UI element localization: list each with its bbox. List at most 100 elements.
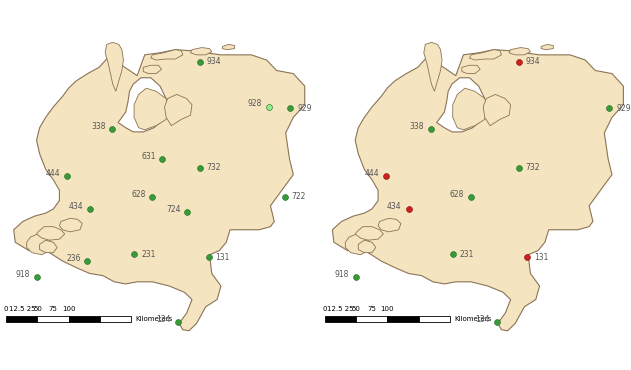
Point (522, 255, 533, 260)
Point (514, 165, 524, 171)
Polygon shape (378, 218, 401, 232)
Bar (325, 316, 356, 322)
Point (157, 157, 167, 162)
Polygon shape (165, 94, 192, 126)
Polygon shape (118, 78, 168, 132)
Text: 231: 231 (141, 250, 156, 259)
Text: 444: 444 (45, 169, 61, 178)
Text: 934: 934 (526, 57, 540, 66)
Text: 434: 434 (387, 202, 402, 211)
Point (285, 105, 295, 111)
Text: 631: 631 (141, 152, 156, 161)
Polygon shape (134, 88, 169, 130)
Point (492, 319, 502, 325)
Text: 722: 722 (292, 192, 306, 201)
Polygon shape (509, 48, 531, 55)
Polygon shape (469, 50, 502, 60)
Point (604, 105, 614, 111)
Point (195, 165, 205, 171)
Text: 134: 134 (475, 315, 490, 324)
Point (32, 274, 42, 280)
Polygon shape (143, 65, 162, 74)
Polygon shape (462, 65, 480, 74)
Point (85, 206, 95, 212)
Text: 732: 732 (526, 163, 540, 172)
Text: 732: 732 (207, 163, 221, 172)
Text: 338: 338 (410, 122, 424, 131)
Text: 628: 628 (450, 191, 464, 199)
Polygon shape (37, 227, 65, 240)
Polygon shape (437, 78, 487, 132)
Text: 50: 50 (351, 306, 360, 312)
Polygon shape (355, 227, 384, 240)
Text: 929: 929 (297, 104, 312, 113)
Bar (418, 316, 450, 322)
Polygon shape (40, 240, 57, 253)
Point (448, 251, 458, 257)
Text: 75: 75 (367, 306, 376, 312)
Text: 131: 131 (216, 253, 230, 262)
Polygon shape (14, 50, 305, 331)
Bar (100, 316, 131, 322)
Text: 338: 338 (91, 122, 105, 131)
Text: 928: 928 (247, 99, 262, 108)
Text: 724: 724 (166, 205, 180, 213)
Point (204, 255, 214, 260)
Bar (69, 316, 100, 322)
Text: 231: 231 (460, 250, 475, 259)
Bar (37, 316, 69, 322)
Point (280, 194, 290, 200)
Text: 918: 918 (334, 270, 349, 279)
Text: 50: 50 (33, 306, 42, 312)
Text: 628: 628 (131, 191, 146, 199)
Point (380, 173, 391, 179)
Polygon shape (345, 234, 370, 255)
Polygon shape (105, 42, 124, 91)
Polygon shape (191, 48, 212, 55)
Text: 100: 100 (380, 306, 394, 312)
Text: 236: 236 (66, 253, 81, 263)
Text: 134: 134 (156, 315, 171, 324)
Text: 12.5 25: 12.5 25 (9, 306, 35, 312)
Polygon shape (333, 50, 623, 331)
Point (182, 209, 192, 215)
Bar (356, 316, 387, 322)
Text: 100: 100 (62, 306, 76, 312)
Polygon shape (223, 44, 235, 50)
Point (129, 251, 139, 257)
Point (350, 274, 360, 280)
Point (173, 319, 183, 325)
Polygon shape (358, 240, 376, 253)
Bar (6, 316, 37, 322)
Text: 918: 918 (16, 270, 30, 279)
Point (107, 126, 117, 132)
Polygon shape (59, 218, 82, 232)
Point (62, 173, 72, 179)
Text: 131: 131 (534, 253, 548, 262)
Point (264, 104, 274, 110)
Point (426, 126, 436, 132)
Point (83, 258, 93, 263)
Text: 75: 75 (49, 306, 57, 312)
Polygon shape (151, 50, 183, 60)
Polygon shape (483, 94, 510, 126)
Point (148, 195, 158, 201)
Text: 934: 934 (207, 57, 221, 66)
Point (514, 59, 524, 65)
Polygon shape (27, 234, 52, 255)
Point (404, 206, 414, 212)
Polygon shape (452, 88, 488, 130)
Text: Kilometers: Kilometers (454, 316, 492, 322)
Polygon shape (424, 42, 442, 91)
Text: 929: 929 (616, 104, 630, 113)
Text: 434: 434 (68, 202, 83, 211)
Point (466, 195, 476, 201)
Bar (387, 316, 418, 322)
Text: 0: 0 (4, 306, 8, 312)
Point (195, 59, 205, 65)
Text: 12.5 25: 12.5 25 (327, 306, 354, 312)
Text: 0: 0 (322, 306, 327, 312)
Text: Kilometers: Kilometers (136, 316, 173, 322)
Text: 444: 444 (364, 169, 379, 178)
Polygon shape (541, 44, 553, 50)
